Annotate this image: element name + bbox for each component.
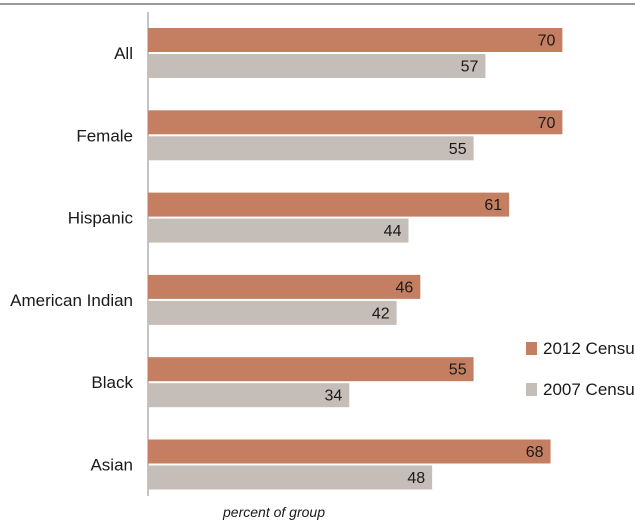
bar-american-indian-2012-census — [148, 274, 421, 299]
bar-female-2007-census — [148, 136, 474, 161]
category-label-black: Black — [91, 373, 133, 392]
value-label-black-2007-census: 34 — [324, 388, 342, 405]
x-axis-label: percent of group — [222, 504, 325, 520]
value-label-asian-2012-census: 68 — [526, 444, 544, 461]
legend-label-2007-census: 2007 Census — [543, 380, 635, 399]
bar-asian-2007-census — [148, 465, 433, 490]
bar-all-2012-census — [148, 28, 563, 52]
value-label-all-2007-census: 57 — [461, 59, 479, 76]
value-label-female-2012-census: 70 — [538, 115, 556, 132]
category-label-hispanic: Hispanic — [68, 209, 134, 228]
legend-label-2012-census: 2012 Census — [543, 339, 635, 358]
bar-asian-2012-census — [148, 439, 551, 464]
category-label-asian: Asian — [90, 456, 133, 475]
bar-black-2012-census — [148, 357, 474, 382]
value-label-american-indian-2012-census: 46 — [396, 279, 414, 296]
bar-hispanic-2012-census — [148, 192, 510, 217]
value-label-all-2012-census: 70 — [538, 33, 556, 50]
value-label-hispanic-2007-census: 44 — [384, 223, 402, 240]
category-label-female: Female — [76, 126, 133, 145]
category-label-american-indian: American Indian — [10, 291, 133, 310]
value-label-hispanic-2012-census: 61 — [484, 197, 502, 214]
bars-group: 70 57 70 55 61 44 46 42 55 34 68 48 — [148, 28, 563, 490]
value-label-asian-2007-census: 48 — [407, 470, 425, 487]
bar-all-2007-census — [148, 54, 486, 78]
value-label-american-indian-2007-census: 42 — [372, 305, 390, 322]
bar-hispanic-2007-census — [148, 218, 409, 243]
category-labels: All Female Hispanic American Indian Black Asi… — [10, 44, 133, 475]
value-label-female-2007-census: 55 — [449, 141, 467, 158]
bar-black-2007-census — [148, 383, 350, 408]
legend-swatch-2007-census — [526, 383, 537, 396]
legend-swatch-2012-census — [526, 342, 537, 355]
legend: 2012 Census 2007 Census — [526, 339, 635, 399]
value-label-black-2012-census: 55 — [449, 362, 467, 379]
category-label-all: All — [114, 44, 133, 63]
bar-female-2012-census — [148, 110, 563, 135]
bar-american-indian-2007-census — [148, 300, 397, 325]
